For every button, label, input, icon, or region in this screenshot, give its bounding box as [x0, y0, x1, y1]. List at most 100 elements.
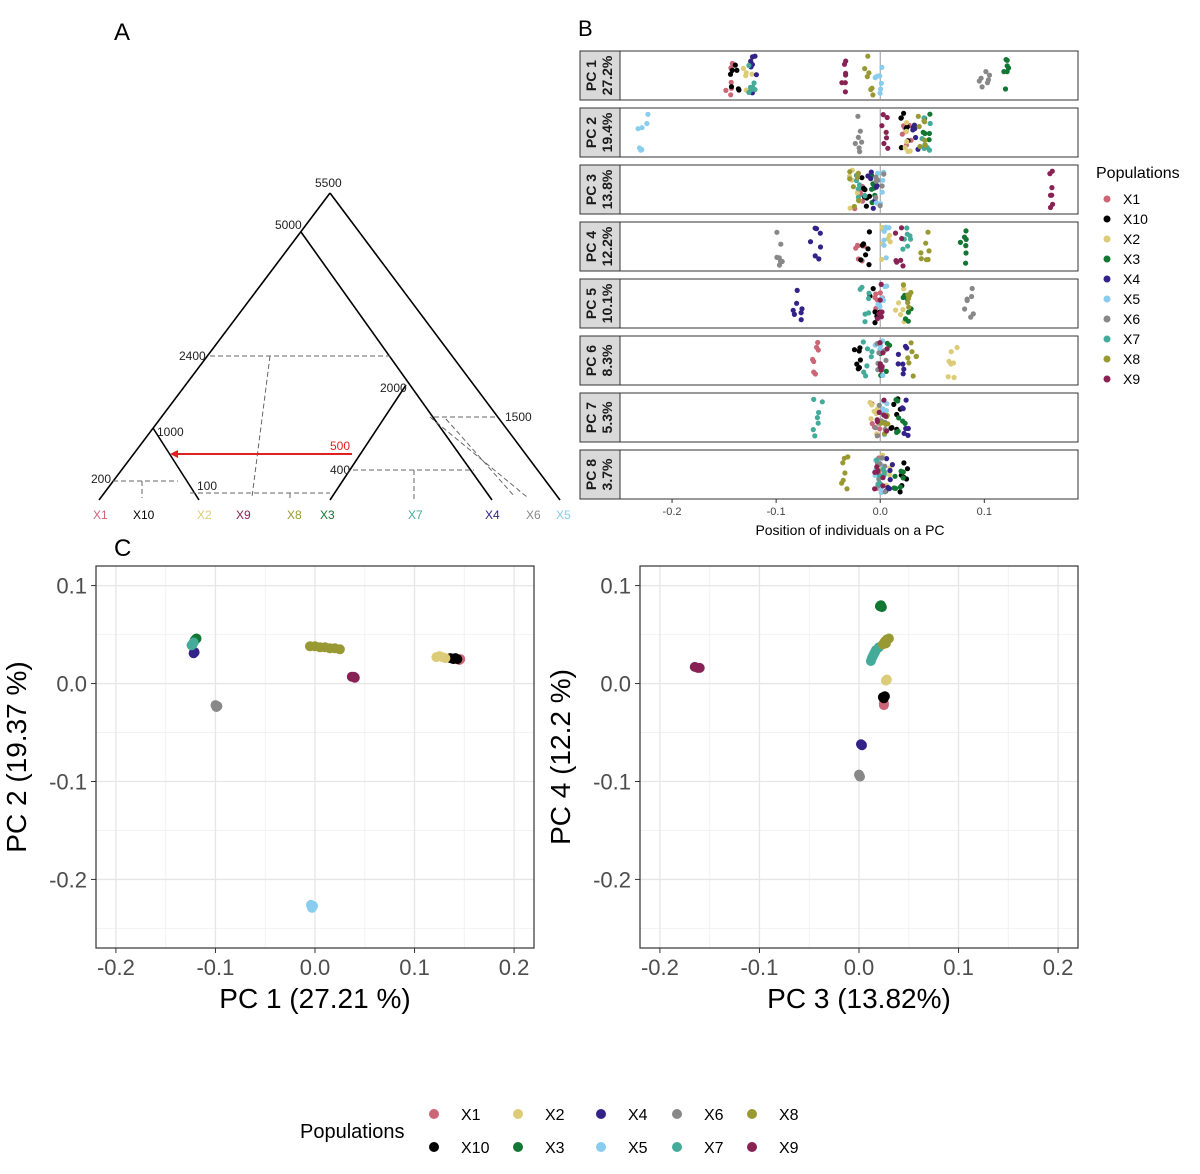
- strip-point-x10: [863, 203, 870, 209]
- strip-point-x5: [877, 90, 883, 96]
- strip-point-x7: [880, 466, 886, 472]
- strip-point-x2: [847, 205, 853, 211]
- strip-point-x8: [922, 119, 928, 125]
- strip-point-x9: [842, 89, 849, 95]
- strip-point-x8: [910, 373, 916, 379]
- point-x2: [881, 674, 892, 685]
- strip-point-x8: [864, 74, 870, 80]
- strip-point-x8: [847, 169, 853, 175]
- strip-point-x2: [945, 374, 951, 380]
- strip-label-box: [579, 164, 621, 215]
- strip-point-x8: [908, 340, 914, 346]
- strip-point-x4: [895, 351, 902, 357]
- strip-point-x2: [954, 344, 960, 351]
- point-x6: [855, 771, 865, 782]
- strip-point-x9: [900, 263, 906, 269]
- strip-pc-label: PC 6: [583, 345, 599, 376]
- strip-point-x5: [884, 401, 890, 407]
- strip-point-x9: [843, 70, 849, 76]
- strip-point-x8: [922, 142, 928, 148]
- strip-point-x8: [915, 113, 921, 119]
- point-x9: [348, 671, 359, 682]
- strip-point-x9: [880, 475, 886, 481]
- legend-label: X9: [1123, 371, 1140, 387]
- strip-point-x3: [926, 137, 932, 143]
- bottom-legend-key-x3: [513, 1142, 523, 1152]
- node-label: 1500: [505, 410, 532, 424]
- point-x4: [857, 740, 867, 751]
- legend-label: X7: [1123, 331, 1140, 347]
- strip-pc-label: PC 3: [583, 174, 599, 205]
- strip-pct-label: 10.1%: [599, 283, 615, 323]
- strip-pct-label: 3.7%: [599, 458, 615, 490]
- x-tick-label: -0.1: [740, 955, 778, 980]
- strip-point-x6: [874, 433, 880, 439]
- strip-point-x6: [983, 69, 989, 75]
- leaf-label: X8: [287, 508, 302, 522]
- strip-point-x8: [840, 460, 846, 466]
- strip-point-x7: [862, 311, 868, 317]
- strip-point-x6: [857, 128, 863, 134]
- strip-pc-label: PC 7: [583, 402, 599, 433]
- strip-point-x10: [851, 347, 858, 353]
- strip-point-x3: [957, 239, 964, 245]
- strip-point-x2: [893, 307, 899, 313]
- migration-arrow-head: [170, 450, 178, 458]
- strip-point-x1: [728, 92, 734, 98]
- strip-point-x7: [866, 295, 872, 302]
- strip-point-x10: [898, 145, 905, 151]
- strip-point-x4: [912, 126, 918, 132]
- strip-point-x2: [743, 73, 749, 79]
- bottom-legend-label: X4: [628, 1107, 648, 1124]
- strip-label-box: [579, 449, 621, 500]
- leaf-label: X10: [133, 508, 155, 522]
- strip-point-x7: [856, 182, 863, 188]
- strip-point-x5: [644, 120, 650, 127]
- strip-point-x8: [917, 143, 923, 150]
- strip-point-x5: [883, 408, 890, 414]
- strip-point-x9: [899, 235, 905, 242]
- strip-point-x2: [904, 139, 910, 145]
- strip-point-x10: [870, 286, 876, 292]
- strip-point-x7: [864, 363, 870, 369]
- strip-point-x2: [887, 232, 893, 238]
- strip-pct-label: 5.3%: [599, 401, 615, 433]
- strip-point-x5: [638, 147, 644, 153]
- strip-pct-label: 12.2%: [599, 226, 615, 266]
- strip-point-x8: [850, 184, 857, 190]
- strip-panel: [619, 221, 1079, 272]
- strip-point-x3: [900, 475, 906, 481]
- x-tick-label: -0.2: [641, 955, 679, 980]
- strip-point-x3: [902, 420, 908, 426]
- strip-point-x4: [817, 244, 824, 250]
- strip-point-x2: [887, 472, 893, 478]
- strip-point-x5: [880, 372, 886, 379]
- strip-point-x2: [896, 300, 902, 306]
- strip-point-x3: [1004, 63, 1010, 69]
- node-label: 200: [91, 472, 111, 486]
- strip-point-x8: [923, 240, 929, 246]
- strip-point-x6: [984, 80, 991, 86]
- strip-point-x5: [881, 237, 887, 243]
- strip-point-x10: [901, 460, 907, 466]
- strip-point-x6: [978, 75, 984, 81]
- tree-branch: [152, 427, 200, 501]
- strip-point-x10: [904, 124, 910, 130]
- strip-point-x7: [812, 433, 818, 439]
- y-tick-label: -0.1: [49, 769, 87, 794]
- strip-point-x9: [872, 469, 878, 475]
- strip-point-x6: [969, 293, 975, 300]
- strip-point-x3: [1002, 86, 1009, 92]
- x-tick-label: 0.1: [399, 955, 430, 980]
- strip-point-x9: [884, 428, 890, 434]
- strip-point-x4: [807, 239, 814, 245]
- strip-point-x1: [811, 358, 817, 365]
- strip-point-x4: [752, 53, 758, 59]
- strip-point-x5: [645, 111, 651, 117]
- y-tick-label: 0.1: [600, 574, 631, 599]
- strip-point-x2: [879, 256, 885, 262]
- strip-point-x8: [840, 477, 846, 483]
- strip-point-x7: [868, 354, 874, 360]
- x-tick-label: 0.0: [300, 955, 331, 980]
- legend-label: X1: [1123, 191, 1140, 207]
